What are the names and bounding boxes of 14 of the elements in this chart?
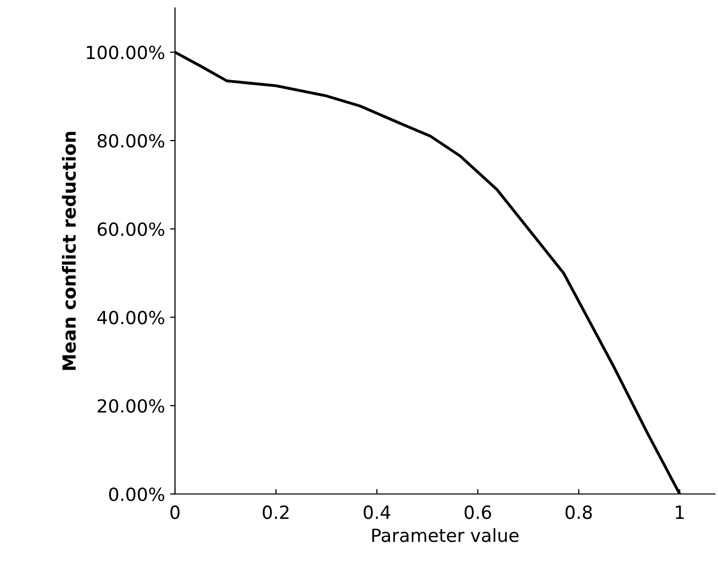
x-tick-label: 0 <box>170 505 180 520</box>
x-tick-label: 0.2 <box>262 505 288 520</box>
y-axis-title: Mean conflict reduction <box>62 132 76 370</box>
y-tick-label: 80.00% <box>98 134 164 148</box>
x-tick-label: 0.6 <box>464 505 492 520</box>
y-tick-label: 40.00% <box>97 310 164 324</box>
y-tick-label: 0.00% <box>109 487 164 502</box>
x-tick-label: 1 <box>676 506 684 519</box>
x-tick-label: 0.8 <box>566 505 592 520</box>
y-tick-label: 20.00% <box>98 399 164 413</box>
y-tick-label: 100.00% <box>86 46 164 60</box>
x-axis-title: Parameter value <box>372 528 519 542</box>
y-tick-label: 60.00% <box>98 222 164 236</box>
x-tick-label: 0.4 <box>364 505 390 520</box>
